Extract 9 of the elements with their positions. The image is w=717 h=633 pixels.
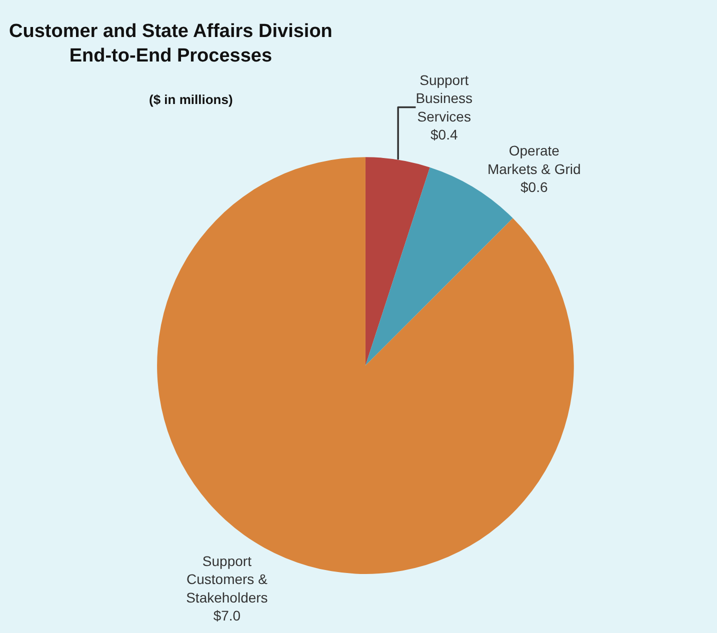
slice-label: Support Business Services: [416, 72, 473, 124]
data-label: $0.6: [520, 178, 548, 195]
data-label: $7.0: [213, 608, 241, 624]
pie-slice: [365, 157, 430, 366]
slice-label: Operate Markets & Grid: [487, 142, 581, 177]
text: ($ in millions): [149, 92, 233, 107]
slice-label: Support Customers & Stakeholders: [186, 552, 268, 606]
chart-title: Customer and State Affairs Division End-to-End Processes: [9, 21, 332, 67]
data-label: $0.4: [430, 126, 458, 143]
